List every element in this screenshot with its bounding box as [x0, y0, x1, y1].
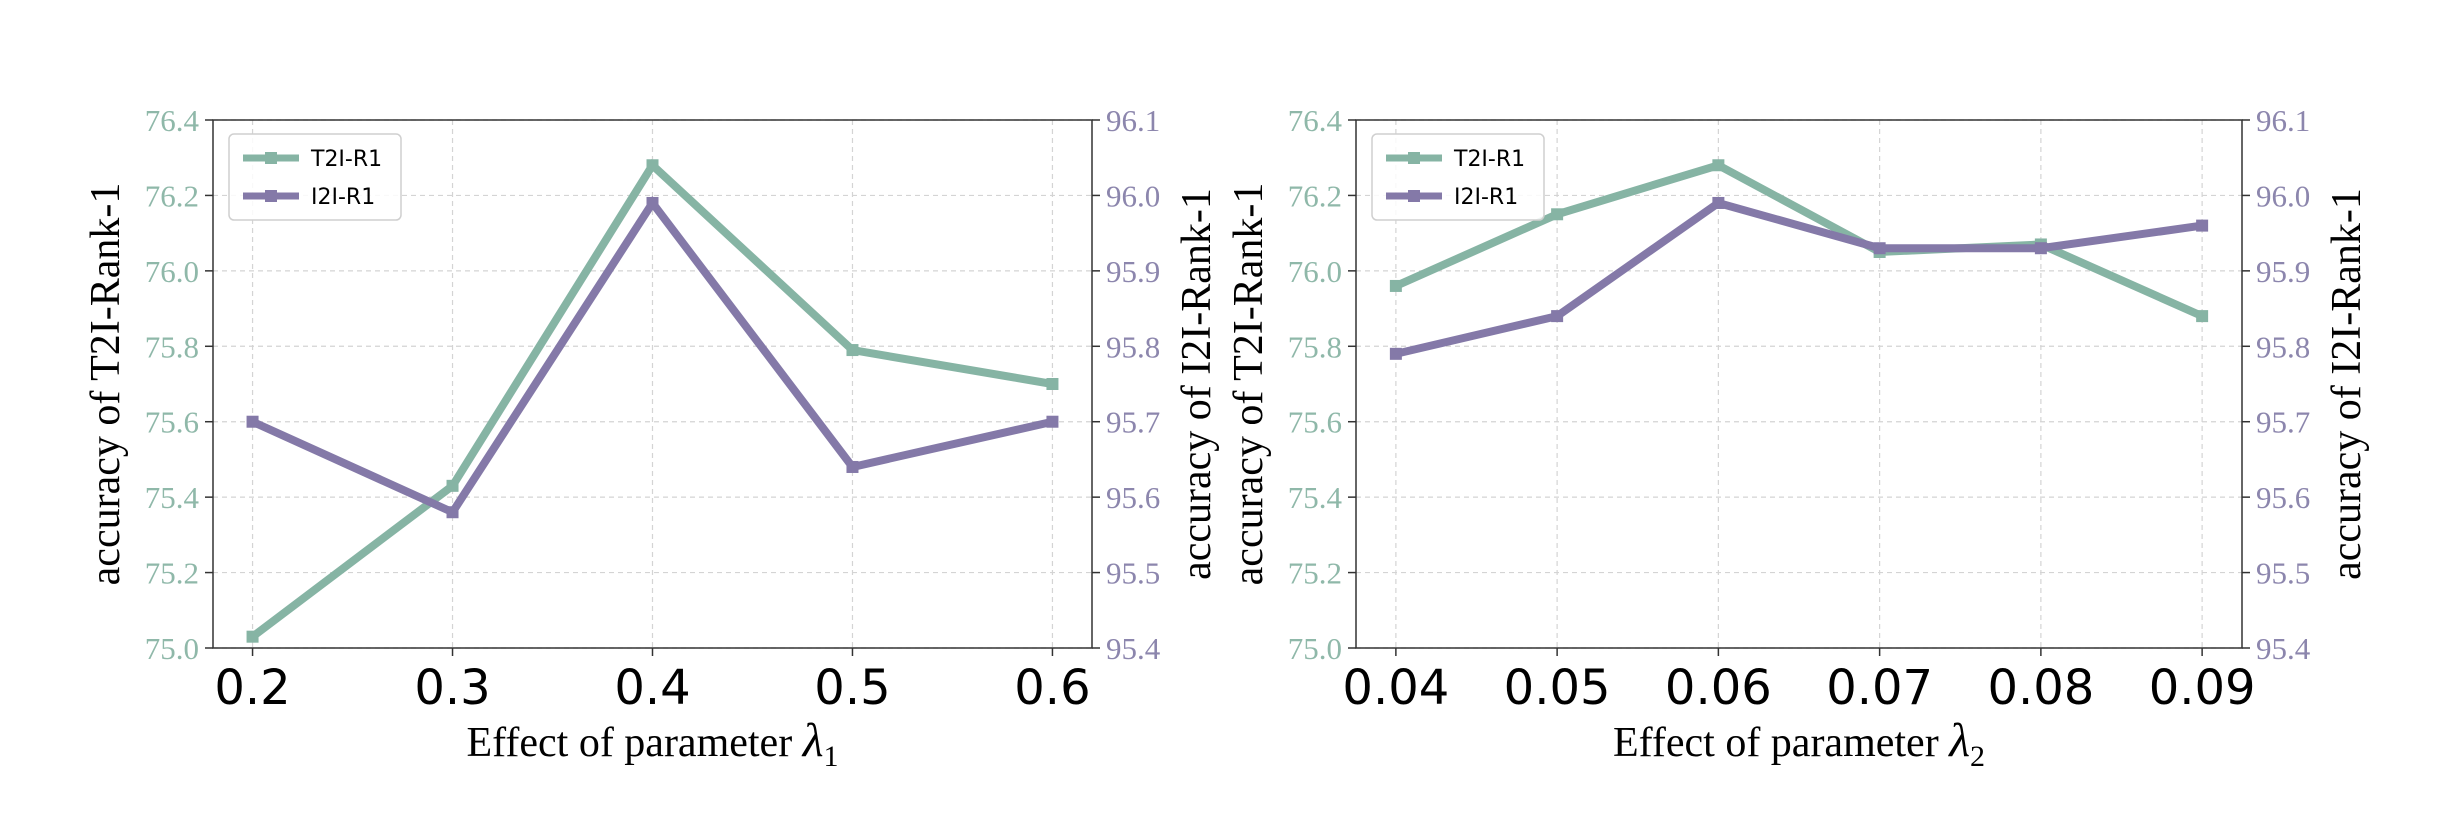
y-right-tick-label: 95.5: [1106, 556, 1160, 591]
data-point-t2i-r1: [1712, 159, 1725, 172]
y-right-tick-label: 95.4: [2256, 631, 2311, 666]
x-axis-label-symbol: λ: [1947, 714, 1970, 767]
x-tick-label: 0.3: [414, 660, 490, 716]
y-right-tick-label: 95.7: [2256, 405, 2310, 440]
series-line-t2i-r1: [1394, 160, 2204, 320]
x-axis-label: Effect of parameter λ1: [467, 714, 839, 773]
y-right-tick-label: 95.4: [1106, 631, 1161, 666]
legend-marker-t2i-r1: [1408, 152, 1420, 164]
y-left-tick-label: 75.6: [1288, 405, 1342, 440]
x-axis-label-prefix: Effect of parameter: [467, 720, 803, 766]
x-tick-label: 0.07: [1826, 660, 1933, 716]
x-tick-label: 0.6: [1014, 660, 1090, 716]
data-point-t2i-r1: [1551, 208, 1564, 221]
legend: T2I-R1 I2I-R1: [228, 133, 402, 221]
chart-panel-1: 75.0 75.2 75.4 75.6 75.8 76.0 76.2 76.4 95.4 95.5…: [83, 103, 1220, 773]
data-point-t2i-r1: [2196, 310, 2209, 323]
data-point-t2i-r1: [1046, 378, 1059, 390]
y-left-tick-label: 75.6: [145, 405, 199, 440]
x-tick-label: 0.09: [2149, 660, 2256, 716]
y-right-tick-label: 96.1: [2256, 103, 2310, 138]
x-axis-label-subscript: 1: [823, 740, 838, 773]
y-left-axis-label: accuracy of T2I-Rank-1: [1226, 183, 1272, 586]
data-point-i2i-r1: [846, 460, 859, 473]
data-point-t2i-r1: [1389, 279, 1402, 292]
legend-marker-i2i-r1: [265, 190, 277, 202]
y-left-tick-label: 76.0: [1288, 254, 1342, 289]
data-point-t2i-r1: [646, 159, 659, 172]
legend-marker-i2i-r1: [1408, 190, 1420, 202]
y-right-tick-label: 96.1: [1106, 103, 1160, 138]
legend-label-i2i-r1: I2I-R1: [311, 185, 375, 210]
y-left-tick-label: 75.8: [145, 329, 199, 364]
y-left-tick-label: 75.4: [145, 480, 200, 515]
x-axis-label-subscript: 2: [1970, 740, 1985, 773]
y-right-axis-label: accuracy of I2I-Rank-1: [2324, 188, 2370, 580]
y-left-axis-label: accuracy of T2I-Rank-1: [83, 183, 129, 586]
y-left-tick-label: 75.4: [1288, 480, 1343, 515]
x-tick-label: 0.08: [1987, 660, 2094, 716]
series-line-i2i-r1: [1394, 198, 2203, 358]
y-right-tick-label: 96.0: [2256, 178, 2310, 213]
data-point-i2i-r1: [1712, 196, 1725, 209]
data-point-i2i-r1: [1873, 242, 1886, 255]
data-point-t2i-r1: [246, 630, 259, 643]
y-right-tick-label: 95.8: [1106, 329, 1160, 364]
data-point-i2i-r1: [646, 196, 659, 209]
data-point-t2i-r1: [446, 479, 459, 492]
data-point-t2i-r1: [846, 344, 859, 357]
x-axis-label-prefix: Effect of parameter: [1613, 720, 1949, 766]
x-axis-label: Effect of parameter λ2: [1613, 714, 1985, 773]
x-axis-label-symbol: λ: [801, 714, 824, 767]
y-left-tick-label: 75.8: [1288, 329, 1342, 364]
y-right-tick-label: 95.9: [2256, 254, 2310, 289]
x-tick-label: 0.04: [1342, 660, 1449, 716]
data-point-i2i-r1: [446, 506, 459, 519]
y-right-tick-label: 95.5: [2256, 556, 2310, 591]
x-tick-label: 0.2: [214, 660, 290, 716]
x-tick-label: 0.5: [814, 660, 890, 716]
data-point-i2i-r1: [2196, 219, 2209, 232]
data-point-i2i-r1: [2034, 242, 2047, 255]
y-left-tick-label: 75.0: [145, 631, 199, 666]
legend-label-t2i-r1: T2I-R1: [310, 147, 382, 172]
y-right-tick-label: 95.6: [1106, 480, 1160, 515]
x-tick-label: 0.05: [1504, 660, 1611, 716]
plot-frame: [1355, 119, 2243, 649]
y-left-tick-label: 75.2: [1288, 556, 1342, 591]
y-left-tick-label: 76.4: [145, 103, 200, 138]
chart-panel-2: 75.0 75.2 75.4 75.6 75.8 76.0 76.2 76.4 95.4 95.5…: [1226, 103, 2370, 773]
y-left-tick-label: 76.2: [145, 178, 199, 213]
data-point-i2i-r1: [246, 415, 259, 428]
y-left-tick-label: 76.2: [1288, 178, 1342, 213]
legend-label-t2i-r1: T2I-R1: [1453, 147, 1525, 172]
y-right-tick-label: 95.9: [1106, 254, 1160, 289]
data-point-i2i-r1: [1389, 347, 1402, 360]
y-left-tick-label: 75.2: [145, 556, 199, 591]
data-point-i2i-r1: [1046, 415, 1059, 428]
legend-marker-t2i-r1: [265, 152, 277, 164]
legend: T2I-R1 I2I-R1: [1371, 133, 1545, 221]
x-tick-label: 0.4: [614, 660, 690, 716]
y-left-tick-label: 76.0: [145, 254, 199, 289]
y-right-tick-label: 96.0: [1106, 178, 1160, 213]
y-left-tick-label: 76.4: [1288, 103, 1343, 138]
legend-label-i2i-r1: I2I-R1: [1454, 185, 1518, 210]
data-point-i2i-r1: [1551, 310, 1564, 323]
x-tick-label: 0.06: [1665, 660, 1772, 716]
y-right-axis-label: accuracy of I2I-Rank-1: [1174, 188, 1220, 580]
y-right-tick-label: 95.7: [1106, 405, 1160, 440]
y-left-tick-label: 75.0: [1288, 631, 1342, 666]
y-right-tick-label: 95.6: [2256, 480, 2310, 515]
y-right-tick-label: 95.8: [2256, 329, 2310, 364]
